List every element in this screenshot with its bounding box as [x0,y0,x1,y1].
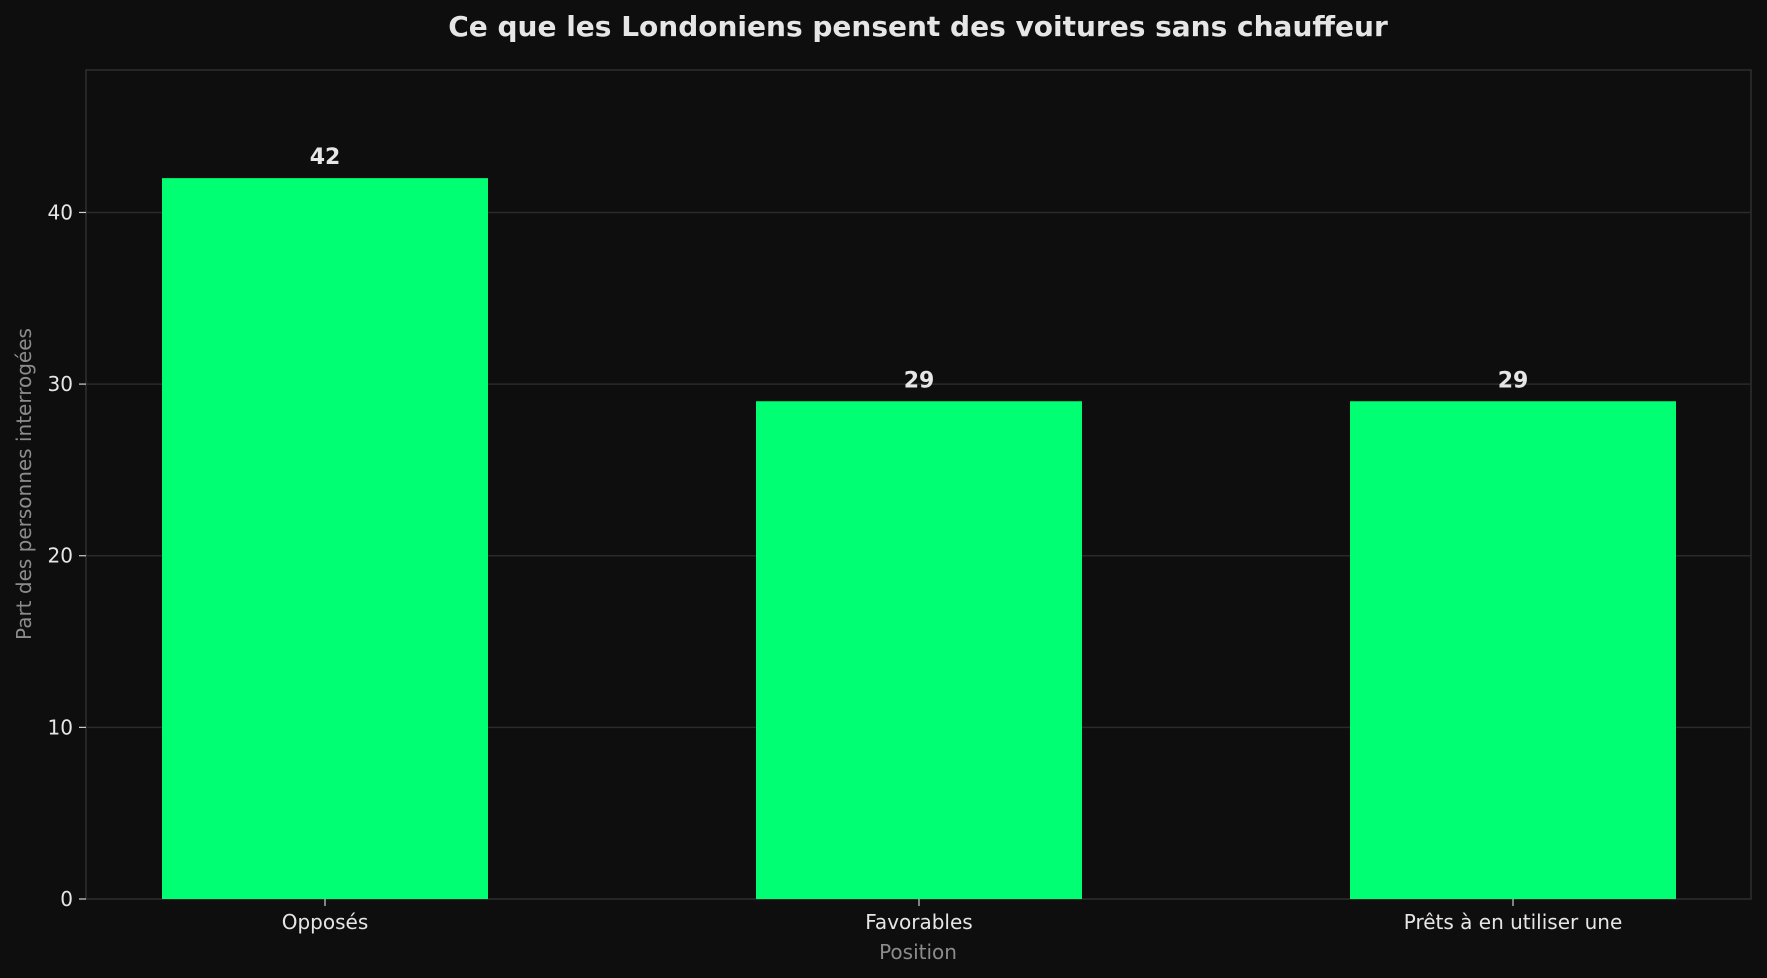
chart-title: Ce que les Londoniens pensent des voitur… [448,10,1388,43]
x-tick-label: Prêts à en utiliser une [1404,910,1623,934]
y-tick-label: 30 [48,372,73,396]
y-axis-ticks: 0 10 20 30 40 [48,200,86,911]
y-tick-label: 10 [48,715,73,739]
bar-value-label: 29 [904,368,935,393]
x-tick-label: Favorables [865,910,972,934]
x-axis-ticks: Opposés Favorables Prêts à en utiliser une [282,899,1623,934]
bar [162,178,488,899]
y-axis-label: Part des personnes interrogées [12,328,36,640]
y-tick-label: 20 [48,544,73,568]
bar-value-label: 29 [1498,368,1529,393]
y-tick-label: 0 [60,887,73,911]
x-axis-label: Position [879,940,957,964]
bar-value-label: 42 [310,145,341,170]
bars [162,178,1676,899]
bar [1350,401,1676,899]
bar [756,401,1082,899]
y-tick-label: 40 [48,200,73,224]
x-tick-label: Opposés [282,910,369,934]
data-labels: 42 29 29 [310,145,1529,393]
